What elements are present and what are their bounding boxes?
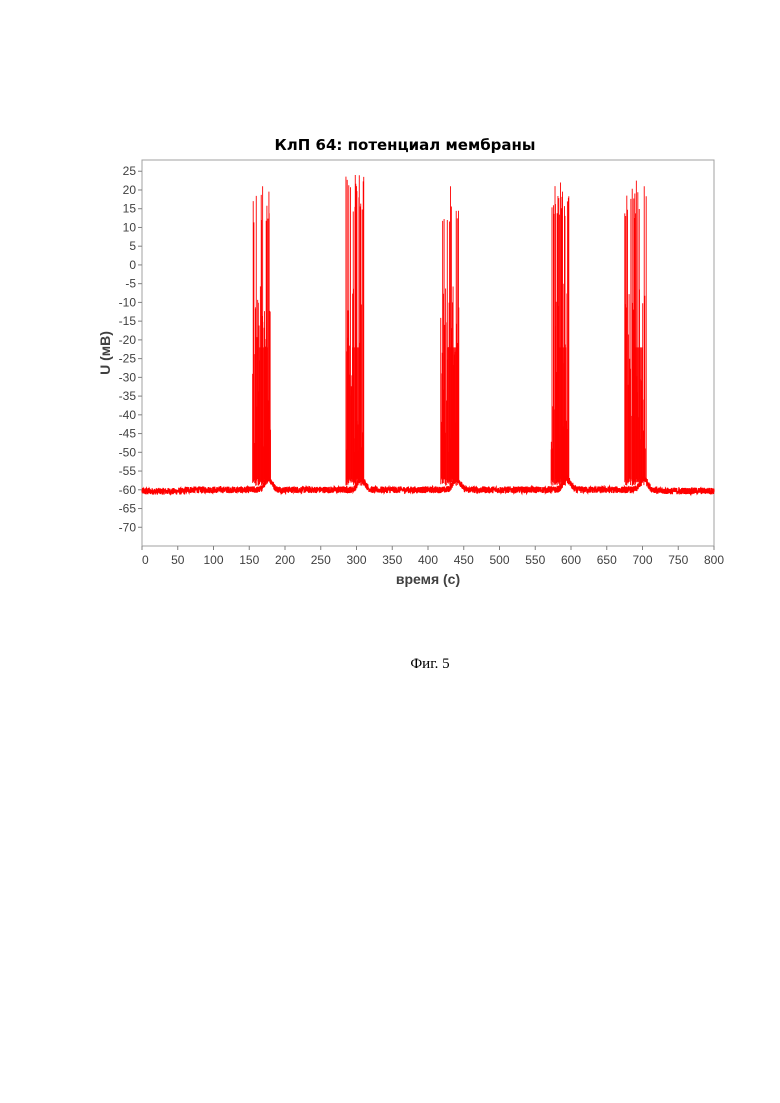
burst-dense-region bbox=[259, 347, 268, 482]
y-tick-label: -45 bbox=[119, 427, 137, 441]
burst-dense-region bbox=[557, 347, 566, 482]
y-tick-label: 5 bbox=[129, 239, 136, 253]
x-tick-label: 50 bbox=[171, 553, 185, 567]
y-tick-label: -55 bbox=[119, 464, 137, 478]
y-tick-label: 15 bbox=[123, 202, 137, 216]
figure-caption: Фиг. 5 bbox=[0, 656, 780, 673]
y-axis: 25 20 15 10 5 0 -5 -10 -15 -20 -25 -30 -35 -40 -45 -50 -… bbox=[119, 164, 142, 534]
x-tick-label: 400 bbox=[418, 553, 438, 567]
x-tick-label: 350 bbox=[382, 553, 402, 567]
y-tick-label: 20 bbox=[123, 183, 137, 197]
x-tick-label: 550 bbox=[525, 553, 545, 567]
x-axis-label: время (с) bbox=[396, 571, 460, 587]
y-tick-label: -40 bbox=[119, 408, 137, 422]
y-tick-label: -70 bbox=[119, 520, 137, 534]
membrane-potential-chart: КлП 64: потенциал мембраны 2520151050-5-… bbox=[0, 0, 780, 640]
x-tick-label: 200 bbox=[275, 553, 295, 567]
chart-title: КлП 64: потенциал мембраны bbox=[275, 136, 536, 154]
x-axis: 0 50 100 150 200 250 300 350 400 450 500 550 600 650 7… bbox=[142, 546, 724, 567]
x-tick-label: 650 bbox=[597, 553, 617, 567]
burst-dense-region bbox=[447, 347, 456, 482]
y-tick-label: 25 bbox=[123, 164, 137, 178]
y-axis-label: U (мВ) bbox=[97, 331, 113, 375]
y-tick-label: 10 bbox=[123, 220, 137, 234]
x-tick-label: 500 bbox=[489, 553, 509, 567]
y-tick-label: -65 bbox=[119, 502, 137, 516]
y-tick-label: -25 bbox=[119, 352, 137, 366]
y-tick-label: -15 bbox=[119, 314, 137, 328]
y-tick-label: -10 bbox=[119, 295, 137, 309]
y-tick-label: 0 bbox=[129, 258, 136, 272]
x-tick-label: 250 bbox=[311, 553, 331, 567]
x-tick-label: 450 bbox=[454, 553, 474, 567]
x-tick-label: 300 bbox=[346, 553, 366, 567]
spike-burst bbox=[346, 175, 364, 486]
y-tick-label: -30 bbox=[119, 370, 137, 384]
x-tick-label: 600 bbox=[561, 553, 581, 567]
burst-dense-region bbox=[632, 347, 643, 482]
y-tick-label: -20 bbox=[119, 333, 137, 347]
x-tick-label: 750 bbox=[668, 553, 688, 567]
x-tick-label: 800 bbox=[704, 553, 724, 567]
burst-dense-region bbox=[352, 347, 361, 482]
y-tick-label: -35 bbox=[119, 389, 137, 403]
y-tick-label: -5 bbox=[125, 277, 136, 291]
y-tick-label: -50 bbox=[119, 445, 137, 459]
x-tick-label: 700 bbox=[632, 553, 652, 567]
x-tick-label: 100 bbox=[203, 553, 223, 567]
x-tick-label: 150 bbox=[239, 553, 259, 567]
y-tick-label: -60 bbox=[119, 483, 137, 497]
x-tick-label: 0 bbox=[142, 553, 149, 567]
